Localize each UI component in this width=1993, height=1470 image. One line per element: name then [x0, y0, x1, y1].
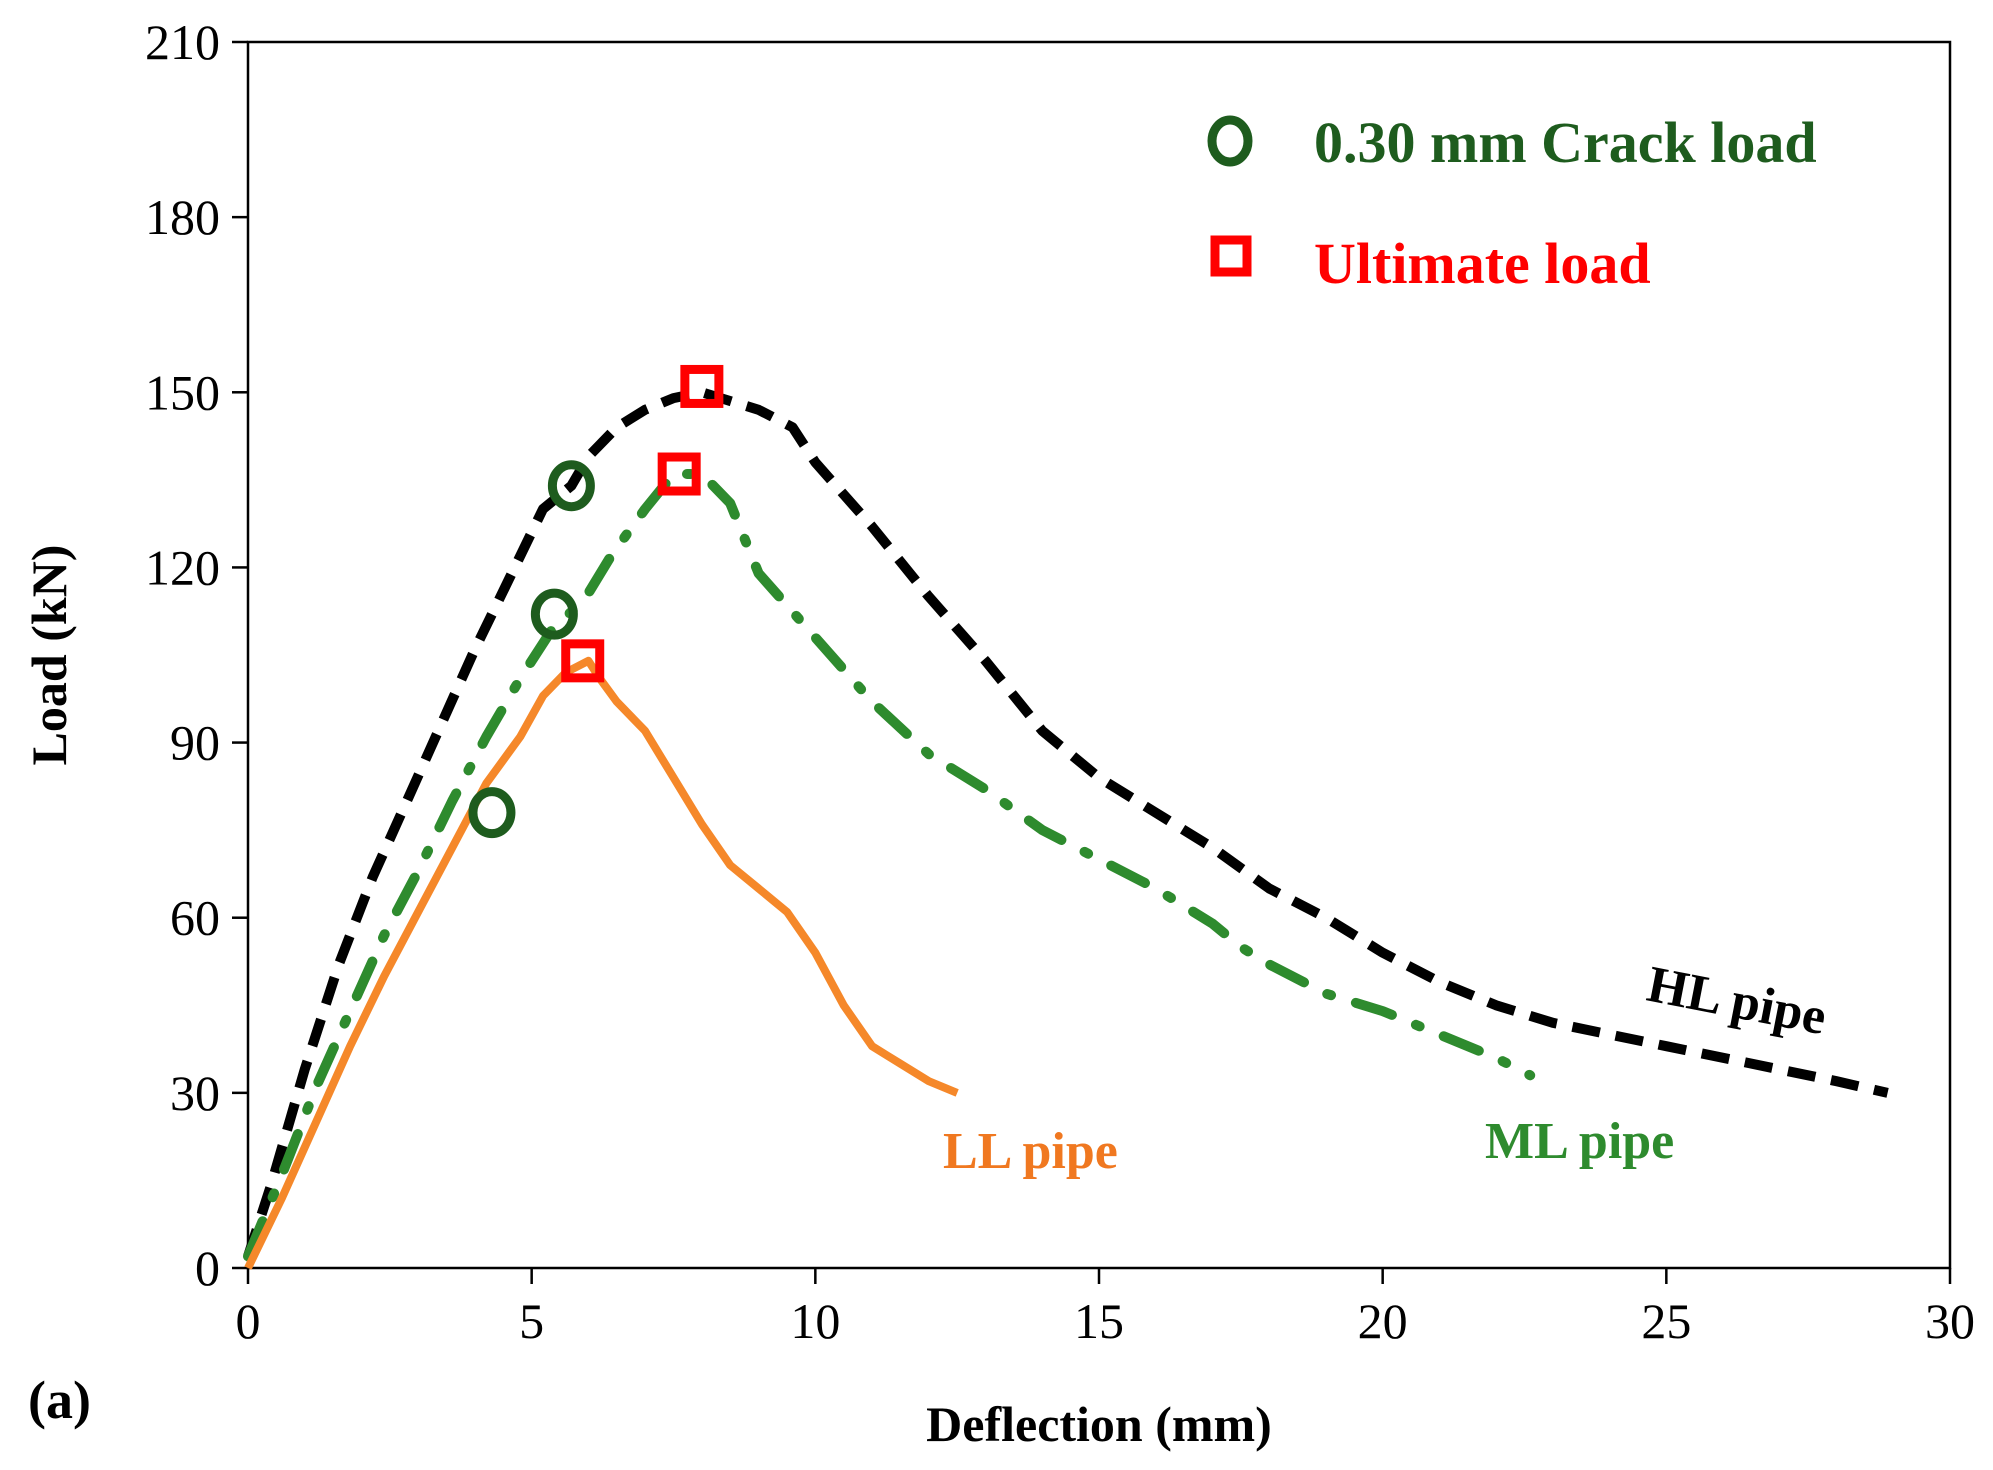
ultimate-load-point — [680, 364, 724, 408]
crack-load-point — [530, 588, 578, 640]
y-tick-label: 60 — [170, 890, 220, 946]
panel-label: (a) — [28, 1370, 91, 1430]
x-tick-label: 10 — [790, 1293, 840, 1349]
series-line-ml-pipe — [243, 469, 1536, 1262]
legend-ultimate-marker — [1210, 235, 1252, 277]
ultimate-load-point — [657, 452, 701, 496]
x-tick-label: 25 — [1641, 1293, 1691, 1349]
x-tick-label: 20 — [1358, 1293, 1408, 1349]
y-axis: 0 30 60 90 120 150 180 210 — [145, 14, 248, 1296]
x-axis: 0 5 10 15 20 25 30 — [236, 1268, 1975, 1349]
x-axis-title: Deflection (mm) — [926, 1396, 1272, 1452]
y-tick-label: 210 — [145, 14, 220, 70]
y-tick-label: 180 — [145, 189, 220, 245]
plot-area — [246, 40, 1952, 1270]
y-tick-label: 0 — [195, 1240, 220, 1296]
crack-load-point — [547, 460, 595, 512]
y-tick-label: 90 — [170, 715, 220, 771]
legend-crack-marker — [1207, 115, 1253, 167]
series-label-ll: LL pipe — [943, 1123, 1118, 1180]
x-tick-label: 30 — [1925, 1293, 1975, 1349]
y-tick-label: 150 — [145, 364, 220, 420]
y-tick-label: 30 — [170, 1065, 220, 1121]
x-tick-label: 15 — [1074, 1293, 1124, 1349]
x-tick-label: 5 — [519, 1293, 544, 1349]
legend: 0.30 mm Crack load Ultimate load — [1207, 110, 1817, 296]
plot-border — [246, 40, 1952, 1270]
ultimate-load-point — [561, 639, 605, 683]
series-line-ll-pipe — [244, 656, 959, 1270]
series-label-hl: HL pipe — [1643, 956, 1831, 1046]
series-label-ml: ML pipe — [1485, 1113, 1674, 1170]
series-layer — [243, 387, 1889, 1270]
y-tick-label: 120 — [145, 539, 220, 595]
crack-load-point — [468, 787, 516, 839]
x-tick-label: 0 — [236, 1293, 261, 1349]
y-axis-title: Load (kN) — [21, 545, 77, 766]
legend-ultimate-label: Ultimate load — [1314, 231, 1651, 296]
series-line-hl-pipe — [243, 387, 1889, 1258]
legend-crack-label: 0.30 mm Crack load — [1314, 110, 1817, 175]
marker-layer — [468, 364, 724, 839]
